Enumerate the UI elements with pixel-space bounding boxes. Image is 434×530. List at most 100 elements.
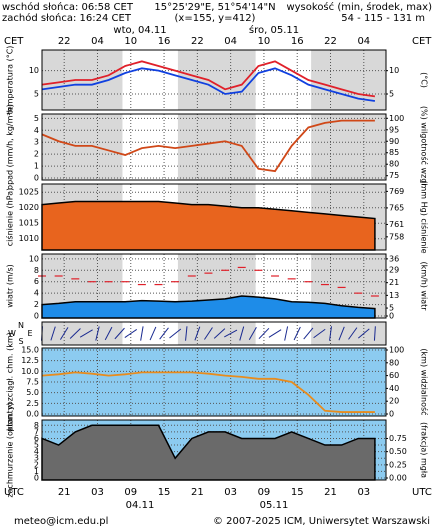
y2-tick-label: 761 xyxy=(389,220,404,229)
y-tick-label: 4 xyxy=(34,289,39,298)
y2-tick-label: 85 xyxy=(389,148,399,157)
y2-tick-label: 0.75 xyxy=(389,434,407,443)
y2-tick-label: 100 xyxy=(389,346,404,355)
y-tick-label: 5.0 xyxy=(26,388,39,397)
x-tick-label: 16 xyxy=(158,36,171,47)
copyright: © 2007-2025 ICM, Uniwersytet Warszawski xyxy=(213,516,430,527)
wind-arrow xyxy=(293,326,301,341)
zone-label: UTC xyxy=(4,487,24,498)
y-axis-label: zachmurzenie (oktanty) xyxy=(6,402,15,497)
wind-arrow xyxy=(268,329,282,338)
wind-arrow xyxy=(124,329,138,338)
y-tick-label: 0 xyxy=(34,474,39,483)
wind-arrow xyxy=(284,326,289,341)
wind-arrow xyxy=(258,327,270,340)
y-tick-label: 0 xyxy=(34,174,39,183)
y2-tick-label: 75 xyxy=(389,171,399,180)
x-tick-label: 09 xyxy=(124,487,137,498)
y-tick-label: 6 xyxy=(34,277,39,286)
email: meteo@icm.edu.pl xyxy=(14,516,108,527)
line xyxy=(41,60,376,98)
y-tick-label: 4 xyxy=(34,126,39,135)
wind-arrow xyxy=(104,326,113,341)
sunset: zachód słońca: 16:24 CET xyxy=(2,12,132,24)
wind-arrow xyxy=(204,327,213,340)
y-tick-label: 10.0 xyxy=(21,367,39,376)
y2-tick-label: 20 xyxy=(389,397,399,406)
wind-arrow xyxy=(169,328,182,339)
panel-frame xyxy=(41,321,387,346)
y-tick-label: 3 xyxy=(34,454,39,463)
x-tick-label: 15 xyxy=(291,487,304,498)
y-tick-label: 10 xyxy=(29,66,39,75)
wind-arrow xyxy=(313,328,326,339)
wind-arrow xyxy=(248,326,257,341)
line xyxy=(41,119,375,173)
wind-arrow xyxy=(329,326,332,341)
y-tick-label: 1 xyxy=(34,162,39,171)
zone-label: UTC xyxy=(412,487,432,498)
y-tick-label: 1025 xyxy=(19,188,39,197)
x-tick-label: 22 xyxy=(191,36,204,47)
y2-tick-label: 758 xyxy=(389,232,404,241)
y-tick-label: 2 xyxy=(34,300,39,309)
y2-tick-label: 100 xyxy=(389,114,404,123)
x-tick-label: 04 xyxy=(224,36,237,47)
y2-tick-label: 90 xyxy=(389,137,399,146)
line xyxy=(41,67,376,102)
x-tick-label: 22 xyxy=(58,36,71,47)
line xyxy=(41,371,375,413)
elevation-label: wysokość (min, środek, max) xyxy=(286,1,432,13)
area xyxy=(41,424,376,481)
y-tick-label: 15.0 xyxy=(21,346,39,355)
y2-tick-label: 40 xyxy=(389,384,399,393)
x-tick-label: 15 xyxy=(158,487,171,498)
y-tick-label: 12.5 xyxy=(21,356,39,365)
elevation: 54 - 115 - 131 m xyxy=(341,13,425,24)
wind-arrow xyxy=(149,326,157,341)
y-tick-label: 1 xyxy=(34,467,39,476)
night-shade xyxy=(42,114,123,180)
y2-tick-label: 0.50 xyxy=(389,447,407,456)
y2-tick-label: 769 xyxy=(389,187,404,196)
y2-tick-label: 5 xyxy=(389,90,394,99)
y2-tick-label: 0.25 xyxy=(389,460,407,469)
wind-arrow xyxy=(50,326,56,341)
y-tick-label: 5 xyxy=(34,114,39,123)
y-tick-label: 10 xyxy=(29,254,39,263)
y2-tick-label: 5 xyxy=(389,304,394,313)
y2-axis-label: (frakcja) mgła xyxy=(420,422,429,478)
night-shade xyxy=(311,114,386,180)
wind-arrow xyxy=(348,327,358,340)
x-tick-label: 21 xyxy=(58,487,71,498)
day-label: wto, 04.11 xyxy=(113,25,166,36)
y-tick-label: 7.5 xyxy=(26,378,39,387)
y2-axis-label: (%) wilgotność wzgl. xyxy=(420,106,430,188)
panel-frame xyxy=(41,183,387,251)
y-tick-label: 5 xyxy=(34,90,39,99)
y-tick-label: 2 xyxy=(34,150,39,159)
y2-tick-label: 0.00 xyxy=(389,474,407,483)
x-tick-label: 04 xyxy=(357,36,370,47)
panel-frame xyxy=(41,49,387,111)
x-tick-label: 04 xyxy=(91,36,104,47)
day-label: śro, 05.11 xyxy=(249,24,299,36)
area xyxy=(41,295,376,319)
x-tick-label: 03 xyxy=(357,487,370,498)
y-axis-label: ciśnienie (hPa) xyxy=(5,188,15,246)
y-tick-label: 2 xyxy=(34,460,39,469)
wind-arrow xyxy=(79,329,93,338)
x-tick-label: 03 xyxy=(224,487,237,498)
night-shade xyxy=(42,322,123,345)
y-tick-label: 8 xyxy=(34,266,39,275)
panel-frame xyxy=(41,347,387,417)
wind-arrow xyxy=(59,327,69,340)
x-tick-label: 22 xyxy=(324,36,337,47)
compass-label: S xyxy=(18,337,23,346)
wind-arrow xyxy=(338,326,345,341)
compass-label: N xyxy=(18,321,24,330)
wind-arrow xyxy=(159,327,169,340)
wind-arrow xyxy=(239,326,245,341)
wind-arrow xyxy=(224,329,238,338)
